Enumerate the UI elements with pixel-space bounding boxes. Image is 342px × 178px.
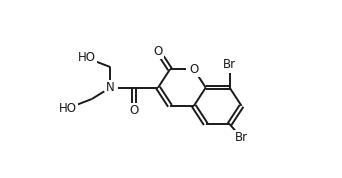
- Text: HO: HO: [78, 51, 95, 64]
- Text: O: O: [189, 63, 198, 76]
- Text: HO: HO: [59, 102, 77, 115]
- Text: O: O: [130, 104, 139, 117]
- Text: N: N: [106, 81, 115, 94]
- Text: Br: Br: [235, 131, 248, 144]
- Text: Br: Br: [223, 58, 236, 71]
- Text: O: O: [154, 44, 163, 57]
